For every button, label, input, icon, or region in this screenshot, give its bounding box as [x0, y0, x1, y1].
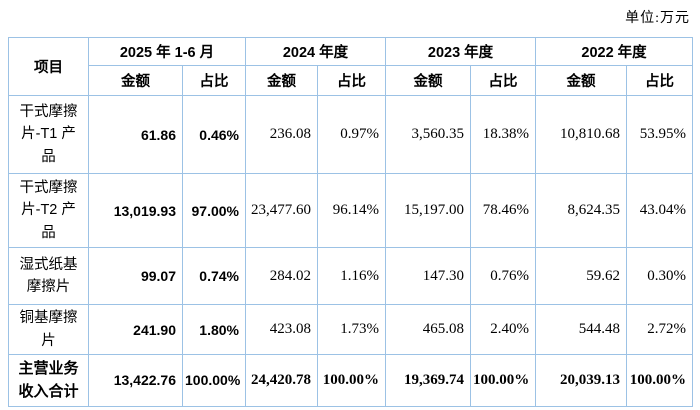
cell-ratio-2023: 2.40%: [470, 304, 537, 355]
cell-amount-2022: 8,624.35: [535, 173, 628, 248]
cell-amount-2024: 236.08: [245, 95, 318, 174]
cell-ratio-2023: 0.76%: [470, 247, 537, 305]
row-label: 湿式纸基摩擦片: [8, 247, 89, 305]
cell-ratio-2024: 100.00%: [316, 354, 387, 407]
cell-ratio-2022: 2.72%: [626, 304, 694, 355]
table-row-dry-t2: 干式摩擦片-T2 产品 13,019.93 97.00% 23,477.60 9…: [8, 173, 694, 248]
cell-amount-2024: 24,420.78: [245, 354, 318, 407]
cell-ratio-2025: 97.00%: [182, 173, 246, 248]
cell-ratio-2025: 0.74%: [182, 247, 246, 305]
unit-label: 单位:万元: [625, 11, 690, 26]
cell-ratio-2025: 0.46%: [182, 95, 246, 174]
cell-amount-2022: 544.48: [535, 304, 628, 355]
table-row-copper-based: 铜基摩擦片 241.90 1.80% 423.08 1.73% 465.08 2…: [8, 304, 694, 355]
column-header-ratio-2022: 占比: [626, 65, 694, 96]
cell-amount-2025: 99.07: [88, 247, 183, 305]
period-header-2023: 2023 年度: [385, 37, 537, 66]
header-row-periods: 项目 2025 年 1-6 月 2024 年度 2023 年度 2022 年度: [8, 37, 694, 96]
cell-ratio-2024: 1.73%: [316, 304, 387, 355]
cell-ratio-2025: 1.80%: [182, 304, 246, 355]
cell-amount-2023: 3,560.35: [385, 95, 472, 174]
cell-amount-2025: 13,422.76: [88, 354, 183, 407]
cell-amount-2023: 465.08: [385, 304, 472, 355]
cell-ratio-2024: 1.16%: [316, 247, 387, 305]
cell-amount-2023: 19,369.74: [385, 354, 472, 407]
column-header-amount-2024: 金额: [245, 65, 318, 96]
cell-ratio-2023: 18.38%: [470, 95, 537, 174]
header-row-measures: 金额 占比 金额 占比 金额 占比 金额 占比: [9, 65, 694, 96]
column-header-amount-2022: 金额: [535, 65, 628, 96]
table-row-dry-t1: 干式摩擦片-T1 产品 61.86 0.46% 236.08 0.97% 3,5…: [8, 95, 694, 174]
cell-amount-2023: 15,197.00: [385, 173, 472, 248]
table-row-wet-paper: 湿式纸基摩擦片 99.07 0.74% 284.02 1.16% 147.30 …: [8, 247, 694, 305]
cell-amount-2024: 23,477.60: [245, 173, 318, 248]
cell-ratio-2022: 53.95%: [626, 95, 694, 174]
cell-amount-2022: 10,810.68: [535, 95, 628, 174]
column-header-ratio-2023: 占比: [470, 65, 537, 96]
column-header-item: 项目: [8, 37, 89, 96]
cell-amount-2025: 241.90: [88, 304, 183, 355]
cell-amount-2022: 59.62: [535, 247, 628, 305]
cell-amount-2024: 284.02: [245, 247, 318, 305]
row-label: 干式摩擦片-T2 产品: [8, 173, 89, 248]
cell-ratio-2022: 43.04%: [626, 173, 694, 248]
table-row-main-business-total: 主营业务收入合计 13,422.76 100.00% 24,420.78 100…: [8, 354, 694, 407]
row-label: 铜基摩擦片: [8, 304, 89, 355]
column-header-ratio-2025: 占比: [182, 65, 246, 96]
cell-amount-2025: 13,019.93: [88, 173, 183, 248]
column-header-amount-2023: 金额: [385, 65, 472, 96]
period-header-2022: 2022 年度: [535, 37, 694, 66]
period-header-2024: 2024 年度: [244, 37, 387, 66]
column-header-ratio-2024: 占比: [316, 65, 387, 96]
column-header-amount-2025: 金额: [88, 65, 183, 96]
row-label-total: 主营业务收入合计: [8, 354, 89, 407]
cell-ratio-2024: 0.97%: [316, 95, 387, 174]
cell-ratio-2023: 78.46%: [470, 173, 537, 248]
cell-amount-2022: 20,039.13: [535, 354, 628, 407]
cell-ratio-2025: 100.00%: [182, 354, 246, 407]
cell-ratio-2024: 96.14%: [316, 173, 387, 248]
cell-ratio-2023: 100.00%: [470, 354, 537, 407]
cell-amount-2024: 423.08: [245, 304, 318, 355]
cell-ratio-2022: 100.00%: [626, 354, 694, 407]
cell-ratio-2022: 0.30%: [626, 247, 694, 305]
cell-amount-2025: 61.86: [88, 95, 183, 174]
revenue-breakdown-table: 项目 2025 年 1-6 月 2024 年度 2023 年度 2022 年度 …: [8, 37, 694, 407]
period-header-2025h1: 2025 年 1-6 月: [88, 37, 246, 66]
row-label: 干式摩擦片-T1 产品: [8, 95, 89, 174]
cell-amount-2023: 147.30: [385, 247, 472, 305]
